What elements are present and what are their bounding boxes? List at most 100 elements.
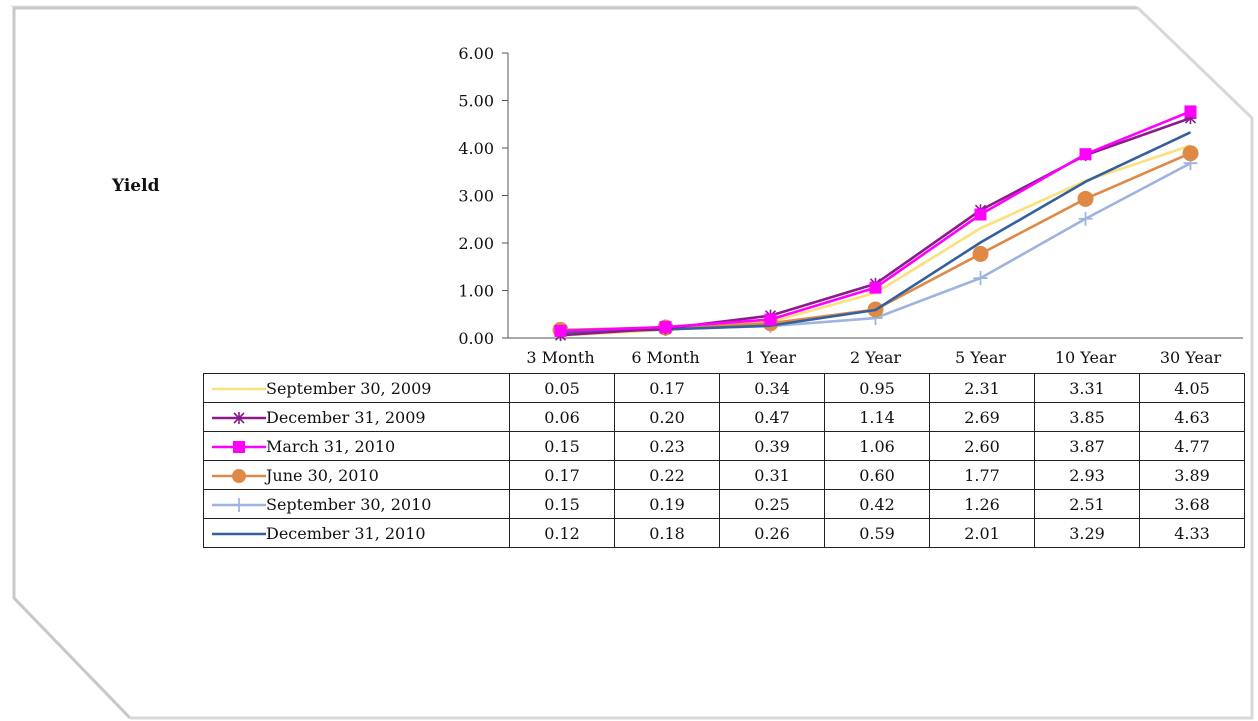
data-point bbox=[764, 313, 777, 326]
legend-label: December 31, 2010 bbox=[266, 524, 426, 543]
table-cell: 0.95 bbox=[824, 373, 930, 403]
table-cell: 2.01 bbox=[929, 518, 1035, 548]
x-tick-label: 2 Year bbox=[850, 348, 901, 367]
table-cell: 0.42 bbox=[824, 489, 930, 519]
table-cell: 4.77 bbox=[1139, 431, 1245, 461]
legend-key-marker bbox=[232, 497, 246, 512]
table-cell: 3.85 bbox=[1034, 402, 1140, 432]
table-cell: 1.77 bbox=[929, 460, 1035, 490]
data-point bbox=[1079, 148, 1092, 161]
data-point bbox=[1077, 190, 1094, 207]
data-point bbox=[554, 324, 567, 337]
table-cell: 3.68 bbox=[1139, 489, 1245, 519]
data-point bbox=[1184, 105, 1197, 118]
table-cell: 0.18 bbox=[614, 518, 720, 548]
x-tick-label: 5 Year bbox=[955, 348, 1006, 367]
legend-key-marker bbox=[233, 440, 245, 453]
table-row: December 31, 2009 0.06 0.20 0.47 1.14 2.69 3.8… bbox=[203, 402, 1245, 432]
x-tick-label: 10 Year bbox=[1055, 348, 1117, 367]
table-cell: 0.39 bbox=[719, 431, 825, 461]
table-cell: 0.15 bbox=[509, 431, 615, 461]
legend-key bbox=[212, 468, 266, 483]
table-cell: 0.17 bbox=[509, 460, 615, 490]
table-cell: 0.17 bbox=[614, 373, 720, 403]
data-table: September 30, 2009 0.05 0.17 0.34 0.95 2.31 3.… bbox=[203, 373, 1245, 548]
table-cell: 0.15 bbox=[509, 489, 615, 519]
table-cell: 2.31 bbox=[929, 373, 1035, 403]
table-cell: 1.26 bbox=[929, 489, 1035, 519]
data-point bbox=[869, 281, 882, 294]
data-point bbox=[659, 321, 672, 334]
table-cell: 0.22 bbox=[614, 460, 720, 490]
series-line bbox=[560, 110, 1191, 333]
x-tick-label: 6 Month bbox=[631, 348, 699, 367]
y-axis-label: Yield bbox=[112, 176, 160, 196]
table-row: June 30, 2010 0.17 0.22 0.31 0.60 1.77 2.93 3.8… bbox=[203, 460, 1245, 490]
table-cell: 4.33 bbox=[1139, 518, 1245, 548]
table-cell: 0.06 bbox=[509, 402, 615, 432]
table-row: September 30, 2010 0.15 0.19 0.25 0.42 1.26 2.… bbox=[203, 489, 1245, 519]
legend-key bbox=[212, 411, 266, 424]
legend-cell: September 30, 2009 bbox=[203, 373, 510, 403]
legend-key bbox=[212, 532, 266, 535]
table-row: September 30, 2009 0.05 0.17 0.34 0.95 2.31 3.… bbox=[203, 373, 1245, 403]
table-cell: 4.63 bbox=[1139, 402, 1245, 432]
y-tick-label: 3.00 bbox=[458, 187, 494, 206]
table-cell: 0.25 bbox=[719, 489, 825, 519]
table-cell: 4.05 bbox=[1139, 373, 1245, 403]
table-cell: 0.20 bbox=[614, 402, 720, 432]
y-tick-label: 5.00 bbox=[458, 92, 494, 111]
table-cell: 1.14 bbox=[824, 402, 930, 432]
legend-label: September 30, 2009 bbox=[266, 379, 432, 398]
table-cell: 2.60 bbox=[929, 431, 1035, 461]
table-cell: 0.59 bbox=[824, 518, 930, 548]
table-cell: 2.93 bbox=[1034, 460, 1140, 490]
data-point bbox=[974, 208, 987, 221]
table-cell: 0.05 bbox=[509, 373, 615, 403]
table-cell: 2.51 bbox=[1034, 489, 1140, 519]
table-cell: 3.87 bbox=[1034, 431, 1140, 461]
table-row: March 31, 2010 0.15 0.23 0.39 1.06 2.60 3.87 4.… bbox=[203, 431, 1245, 461]
table-cell: 0.34 bbox=[719, 373, 825, 403]
legend-key-marker bbox=[232, 468, 246, 483]
legend-cell: June 30, 2010 bbox=[203, 460, 510, 490]
table-cell: 3.89 bbox=[1139, 460, 1245, 490]
legend-label: December 31, 2009 bbox=[266, 408, 426, 427]
x-tick-label: 1 Year bbox=[745, 348, 796, 367]
table-cell: 2.69 bbox=[929, 402, 1035, 432]
legend-cell: September 30, 2010 bbox=[203, 489, 510, 519]
legend-key bbox=[212, 440, 266, 453]
legend-label: June 30, 2010 bbox=[266, 466, 379, 485]
x-tick-label: 30 Year bbox=[1160, 348, 1222, 367]
table-cell: 0.12 bbox=[509, 518, 615, 548]
table-cell: 1.06 bbox=[824, 431, 930, 461]
data-point bbox=[1182, 145, 1199, 162]
y-tick-label: 0.00 bbox=[458, 329, 494, 348]
y-tick-label: 6.00 bbox=[458, 44, 494, 63]
y-tick-label: 1.00 bbox=[458, 282, 494, 301]
table-row: December 31, 2010 0.12 0.18 0.26 0.59 2.01 3.2… bbox=[203, 518, 1245, 548]
data-point bbox=[1078, 211, 1093, 226]
data-point bbox=[972, 245, 989, 262]
legend-key bbox=[212, 387, 266, 390]
table-cell: 3.31 bbox=[1034, 373, 1140, 403]
table-cell: 0.26 bbox=[719, 518, 825, 548]
x-tick-label: 3 Month bbox=[526, 348, 594, 367]
data-point bbox=[1184, 112, 1197, 125]
table-cell: 3.29 bbox=[1034, 518, 1140, 548]
legend-cell: December 31, 2010 bbox=[203, 518, 510, 548]
table-cell: 0.19 bbox=[614, 489, 720, 519]
y-tick-label: 2.00 bbox=[458, 234, 494, 253]
table-cell: 0.47 bbox=[719, 402, 825, 432]
legend-label: March 31, 2010 bbox=[266, 437, 396, 456]
table-cell: 0.31 bbox=[719, 460, 825, 490]
data-point bbox=[973, 271, 988, 286]
legend-cell: December 31, 2009 bbox=[203, 402, 510, 432]
legend-key-marker bbox=[233, 411, 245, 424]
legend-cell: March 31, 2010 bbox=[203, 431, 510, 461]
table-cell: 0.60 bbox=[824, 460, 930, 490]
y-tick-label: 4.00 bbox=[458, 139, 494, 158]
